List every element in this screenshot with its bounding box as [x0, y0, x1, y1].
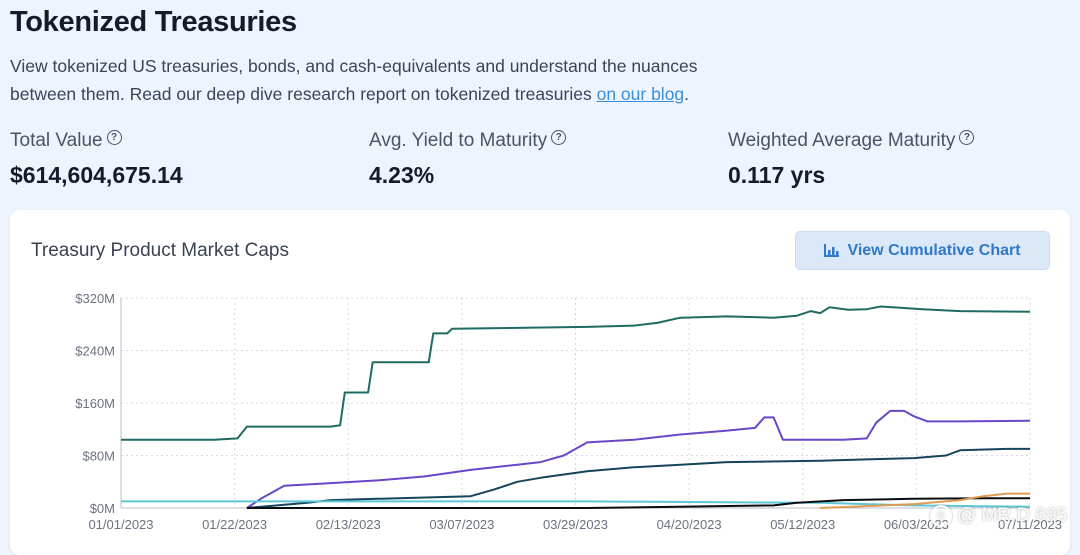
y-tick-label: $320M — [75, 291, 115, 306]
watermark-text: @ MR.D 695 — [957, 505, 1068, 526]
description-text: View tokenized US treasuries, bonds, and… — [10, 56, 698, 104]
market-cap-chart: $0M $80M $160M $240M $320M 01/01/2023 01/22/20… — [75, 291, 1062, 532]
series-line-0 — [121, 305, 1031, 441]
x-tick-label: 04/20/2023 — [657, 517, 722, 532]
stat-label: Total Value — [10, 130, 103, 151]
stat-label: Weighted Average Maturity — [728, 130, 956, 151]
chart-card-title: Treasury Product Market Caps — [31, 240, 289, 261]
help-icon[interactable]: ? — [106, 129, 122, 145]
x-tick-label: 01/01/2023 — [88, 517, 153, 532]
y-tick-label: $160M — [75, 396, 115, 411]
chart-card: Treasury Product Market Caps View Cumula… — [10, 210, 1070, 555]
series-line-1 — [246, 409, 1031, 509]
y-tick-label: $0M — [90, 501, 115, 516]
stat-value: 0.117 yrs — [728, 162, 826, 188]
stat-avg-yield: Avg. Yield to Maturity? 4.23% — [369, 129, 567, 189]
y-tick-label: $240M — [75, 344, 115, 359]
watermark-icon: ◎ — [930, 505, 952, 527]
stat-weighted-maturity: Weighted Average Maturity? 0.117 yrs — [728, 129, 975, 189]
bar-chart-icon — [824, 244, 840, 257]
stat-total-value: Total Value? $614,604,675.14 — [10, 129, 183, 189]
view-cumulative-chart-button[interactable]: View Cumulative Chart — [795, 231, 1050, 270]
button-label: View Cumulative Chart — [847, 241, 1021, 259]
series-line-3 — [121, 500, 1031, 508]
stat-value: 4.23% — [369, 162, 435, 188]
page-title: Tokenized Treasuries — [10, 6, 297, 38]
x-tick-label: 05/12/2023 — [770, 517, 835, 532]
y-tick-label: $80M — [82, 449, 115, 464]
page-description: View tokenized US treasuries, bonds, and… — [10, 52, 750, 108]
blog-link[interactable]: on our blog — [596, 84, 685, 104]
watermark: ◎ @ MR.D 695 — [930, 505, 1067, 527]
series-line-5 — [820, 492, 1030, 509]
x-tick-label: 02/13/2023 — [316, 517, 381, 532]
help-icon[interactable]: ? — [959, 129, 975, 145]
help-icon[interactable]: ? — [551, 129, 567, 145]
x-tick-label: 03/29/2023 — [543, 517, 608, 532]
x-tick-label: 07/11/2023 — [998, 517, 1062, 532]
x-tick-label: 03/07/2023 — [429, 517, 494, 532]
description-end: . — [684, 84, 690, 104]
stat-value: $614,604,675.14 — [10, 162, 183, 188]
x-tick-label: 01/22/2023 — [202, 517, 267, 532]
series-line-2 — [246, 447, 1030, 509]
stat-label: Avg. Yield to Maturity — [369, 130, 548, 151]
